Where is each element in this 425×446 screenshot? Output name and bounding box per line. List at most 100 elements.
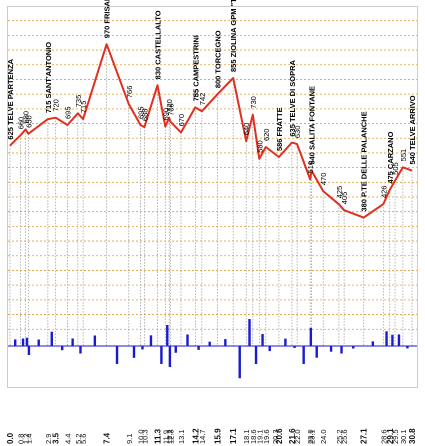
gradient-bar — [302, 346, 305, 364]
km-tick-label: 11.3 — [153, 428, 162, 444]
km-tick-label: 1.4 — [24, 434, 33, 444]
waypoint-label: 510 — [306, 161, 315, 174]
waypoint-label: 715 SANT'ANTONIO — [44, 42, 53, 113]
km-tick-label: 7.4 — [103, 432, 112, 444]
km-tick-label: 28.6 — [379, 429, 388, 444]
km-tick-label: 23.0 — [306, 429, 315, 444]
gradient-bar — [174, 346, 177, 353]
waypoint-label: 785 — [191, 89, 200, 102]
gradient-bar — [406, 346, 409, 349]
gradient-bar — [141, 346, 144, 350]
gradient-bar — [293, 346, 296, 348]
km-tick-label: 1.2 — [22, 434, 31, 444]
km-tick-label: 9.1 — [125, 434, 134, 444]
gradient-bar — [315, 346, 318, 358]
km-tick-label: 12.3 — [167, 429, 176, 444]
waypoint-label: 580 — [255, 140, 264, 153]
km-tick-label: 25.2 — [335, 429, 344, 444]
grid-lines — [8, 20, 417, 330]
gradient-bar — [37, 339, 40, 346]
gradient-bar — [371, 341, 375, 346]
waypoint-label: 380 P.TE DELLE PALANCHE — [360, 111, 369, 211]
gradient-bar — [248, 319, 251, 346]
gradient-bar — [166, 325, 169, 346]
waypoint-label: 830 CASTELLALTO — [153, 10, 162, 79]
km-tick-label: 20.6 — [275, 428, 284, 444]
km-tick-label: 22.0 — [293, 429, 302, 444]
gradient-bars — [14, 319, 409, 379]
gradient-bar — [208, 341, 211, 346]
km-tick-label: 15.9 — [214, 428, 223, 444]
waypoint-label: 625 TELVE PARTENZA — [6, 58, 15, 139]
waypoint-label: 650 — [24, 115, 33, 128]
waypoint-label: 735 — [74, 95, 83, 108]
waypoint-label: 635 TELVE DI SOPRA — [288, 60, 297, 137]
gradient-bar — [25, 337, 29, 346]
gradient-bar — [309, 328, 313, 346]
gradient-bar — [168, 346, 172, 367]
waypoint-label: 425 — [335, 186, 344, 199]
km-tick-label: 0.0 — [6, 432, 15, 444]
km-tick-label: 29.5 — [391, 429, 400, 444]
waypoint-label: 470 — [319, 173, 328, 186]
gradient-bar — [224, 339, 227, 346]
waypoint-label: 695 — [63, 106, 72, 119]
gradient-bar — [238, 346, 241, 379]
km-tick-label: 20.3 — [271, 429, 280, 444]
waypoint-label: 540 SALITA FONTANE — [308, 86, 317, 165]
km-tick-label: 11.9 — [161, 430, 170, 444]
waypoint-label: 688 — [140, 109, 149, 122]
waypoint-label: 720 — [165, 99, 174, 112]
km-tick-label: 25.6 — [340, 429, 349, 444]
gradient-bar — [160, 346, 163, 364]
km-tick-label: 27.1 — [360, 428, 369, 444]
km-tick-label: 18.6 — [249, 429, 258, 444]
waypoint-label: 505 — [391, 162, 400, 175]
waypoint-label: 742 — [198, 93, 207, 106]
drop-lines — [9, 44, 413, 346]
gradient-bar — [50, 331, 53, 346]
waypoint-label: 660 — [16, 117, 25, 130]
km-tick-label: 4.4 — [63, 434, 72, 444]
km-tick-label: 5.6 — [79, 434, 88, 444]
km-tick-labels: 0.0 0.81.21.4 2.93.5 4.4 5.25.6 7.4 9.1 10.010.… — [6, 428, 417, 444]
gradient-bar — [14, 339, 17, 346]
km-tick-label: 2.9 — [44, 434, 53, 444]
gradient-bar — [254, 346, 258, 364]
km-tick-label: 5.2 — [74, 434, 83, 444]
waypoint-label: 706 — [167, 103, 176, 116]
waypoint-label: 620 — [262, 129, 271, 142]
gradient-bar — [385, 331, 388, 346]
km-tick-label: 10.0 — [137, 429, 146, 444]
km-tick-label: 3.5 — [52, 432, 61, 444]
km-tick-label: 24.0 — [319, 429, 328, 444]
gradient-bar — [391, 334, 394, 346]
gradient-bar — [329, 346, 333, 352]
gradient-bar — [186, 334, 189, 346]
gradient-bar — [93, 335, 97, 346]
km-tick-label: 14.7 — [198, 429, 207, 444]
waypoint-label: 540 TELVE ARRIVO — [408, 95, 417, 164]
waypoint-label: 670 — [177, 114, 186, 127]
gradient-bar — [132, 346, 136, 358]
waypoint-label: 766 — [125, 86, 134, 99]
gradient-bar — [261, 334, 264, 346]
waypoint-label: 855 ZIOLINA GPM "TRENTIN FLAVIO" — [229, 0, 238, 72]
waypoint-label: 695 — [137, 106, 146, 119]
gradient-bar — [340, 346, 343, 354]
waypoint-label: 475 CARZANO — [386, 131, 395, 183]
gradient-bar — [27, 346, 31, 355]
profile-line — [9, 43, 413, 219]
km-tick-label: 23.1 — [308, 429, 317, 444]
gradient-bar — [149, 335, 153, 346]
gradient-bar — [115, 346, 119, 364]
profile-series — [9, 43, 413, 219]
waypoint-label: 800 TORCEGNO — [214, 30, 223, 88]
waypoint-label: 630 — [293, 126, 302, 139]
km-tick-label: 12.2 — [165, 429, 174, 444]
km-tick-label: 0.8 — [16, 434, 25, 444]
gradient-bar — [21, 338, 25, 346]
km-tick-label: 21.6 — [288, 428, 297, 444]
